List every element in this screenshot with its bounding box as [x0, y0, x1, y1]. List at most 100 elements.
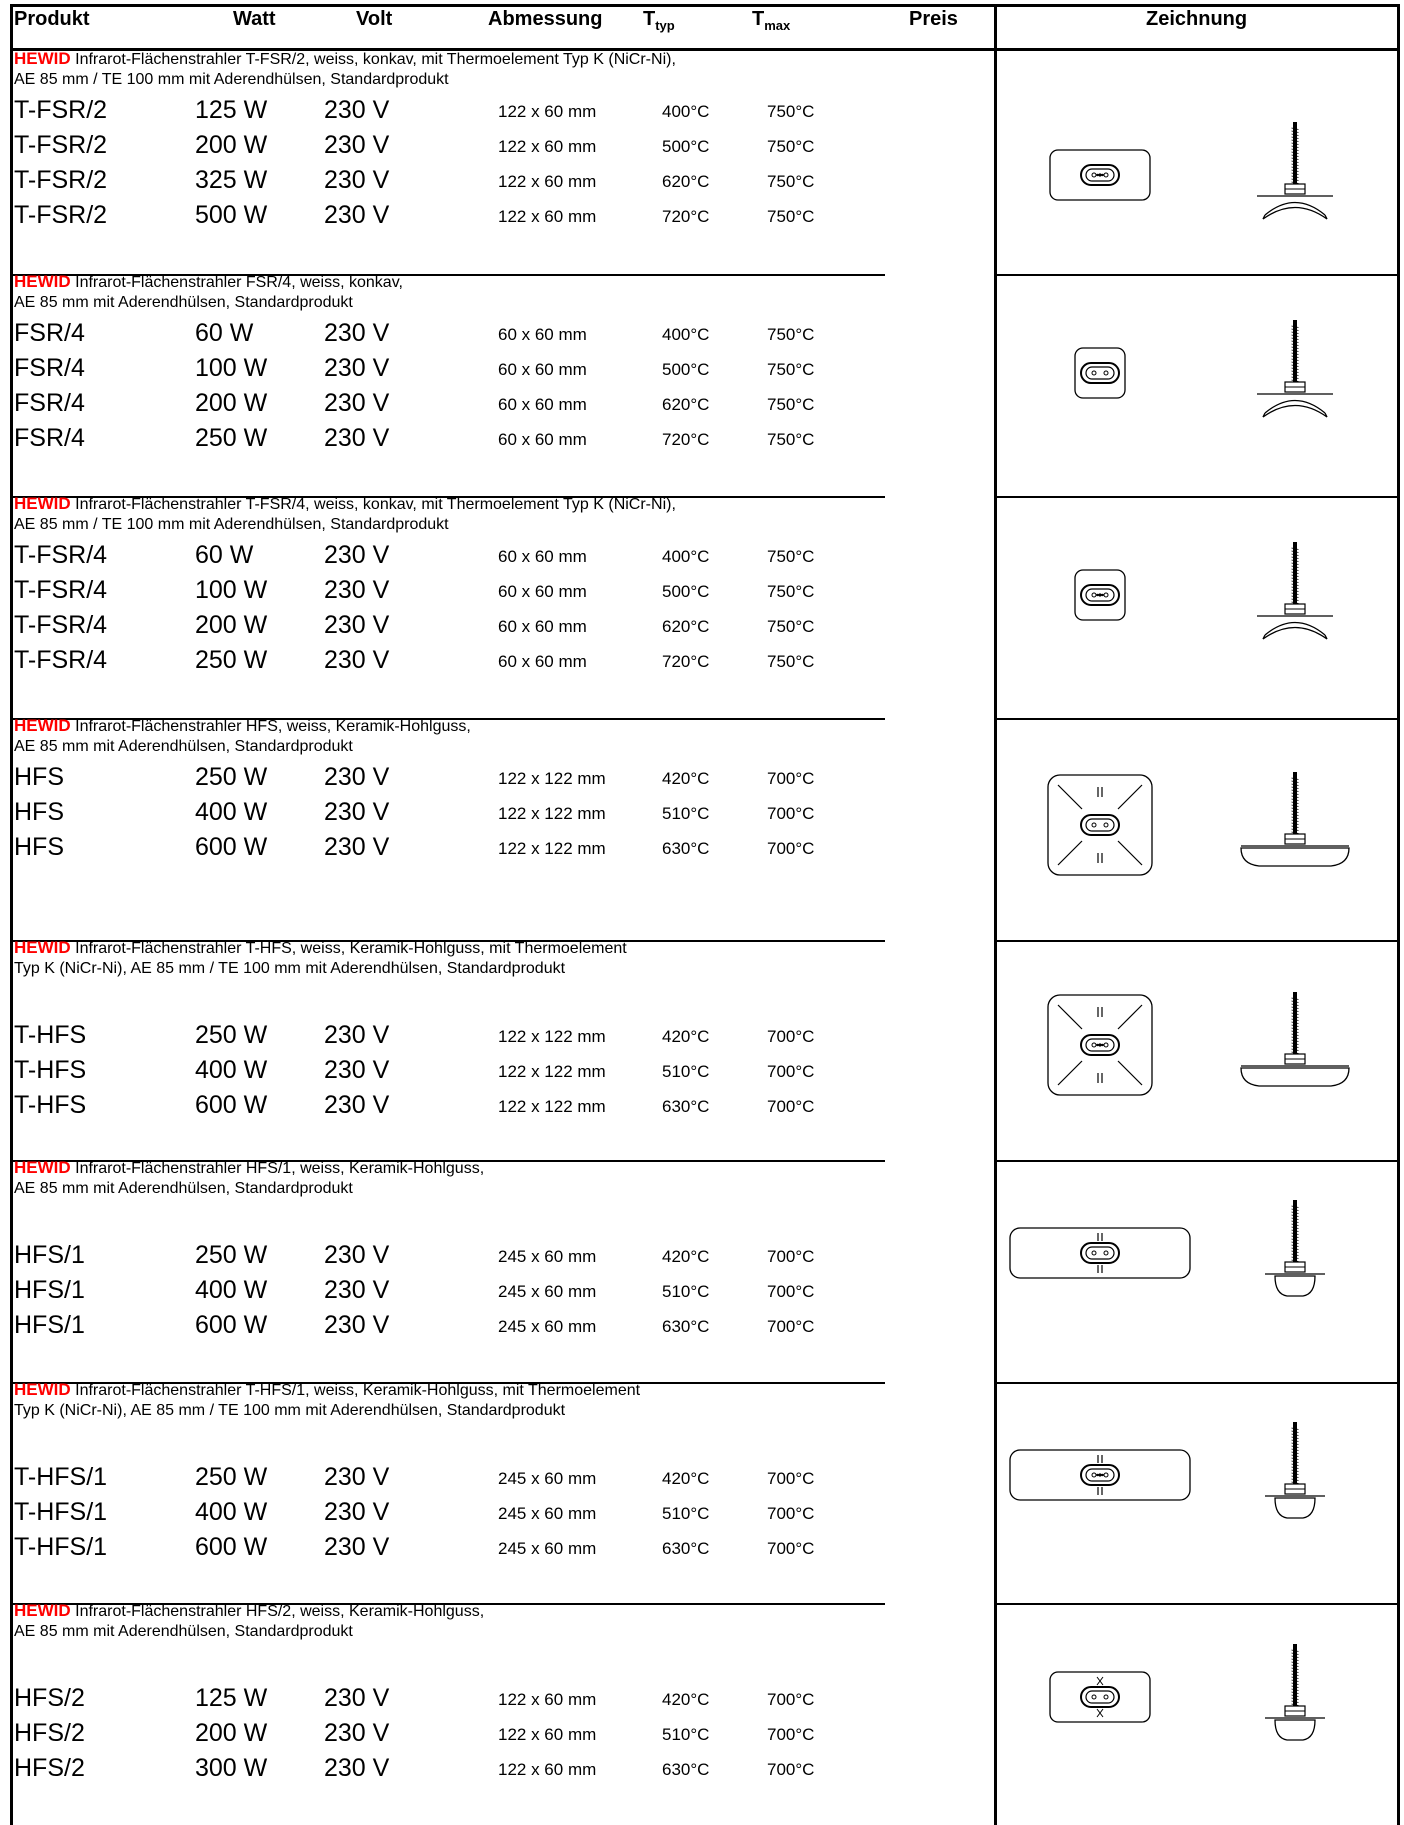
voltage: 230 V	[324, 424, 390, 452]
section-divider	[10, 496, 885, 498]
description-text: Infrarot-Flächenstrahler FSR/4, weiss, k…	[75, 274, 403, 291]
header-divider	[10, 48, 1400, 51]
wattage: 300 W	[195, 1754, 268, 1782]
product-name: T-FSR/2	[14, 166, 108, 194]
table-row: T-HFS/1 400 W 230 V 245 x 60 mm 510°C 700°C	[0, 1498, 994, 1532]
wattage: 400 W	[195, 1056, 268, 1084]
voltage: 230 V	[324, 1021, 390, 1049]
table-row: T-FSR/4 200 W 230 V 60 x 60 mm 620°C 750°C	[0, 611, 994, 645]
wattage: 600 W	[195, 1533, 268, 1561]
table-row: HFS 400 W 230 V 122 x 122 mm 510°C 700°C	[0, 798, 994, 832]
table-top-border	[10, 4, 1400, 7]
dimensions: 122 x 122 mm	[498, 804, 606, 823]
product-name: T-FSR/4	[14, 541, 108, 569]
typical-temperature: 510°C	[662, 1282, 710, 1301]
section-description-line-1: HEWID Infrarot-Flächenstrahler HFS/2, we…	[14, 1601, 484, 1622]
voltage: 230 V	[324, 96, 390, 124]
wattage: 400 W	[195, 1276, 268, 1304]
table-row: T-FSR/4 100 W 230 V 60 x 60 mm 500°C 750°C	[0, 576, 994, 610]
wattage: 325 W	[195, 166, 268, 194]
max-temperature: 700°C	[767, 1247, 815, 1266]
typical-temperature: 400°C	[662, 547, 710, 566]
max-temperature: 700°C	[767, 1469, 815, 1488]
section-description-line-1: HEWID Infrarot-Flächenstrahler FSR/4, we…	[14, 272, 403, 293]
voltage: 230 V	[324, 1311, 390, 1339]
drawing-section-divider	[994, 274, 1400, 276]
max-temperature: 750°C	[767, 547, 815, 566]
section-description-line-1: HEWID Infrarot-Flächenstrahler T-FSR/4, …	[14, 494, 676, 515]
voltage: 230 V	[324, 1091, 390, 1119]
drawing-section-divider	[994, 940, 1400, 942]
wattage: 250 W	[195, 763, 268, 791]
wattage: 600 W	[195, 1091, 268, 1119]
wattage: 100 W	[195, 576, 268, 604]
dimensions: 245 x 60 mm	[498, 1282, 597, 1301]
product-name: FSR/4	[14, 389, 85, 417]
table-row: HFS/1 400 W 230 V 245 x 60 mm 510°C 700°C	[0, 1276, 994, 1310]
max-temperature: 750°C	[767, 652, 815, 671]
typical-temperature: 420°C	[662, 1690, 710, 1709]
table-row: HFS 250 W 230 V 122 x 122 mm 420°C 700°C	[0, 763, 994, 797]
table-row: FSR/4 60 W 230 V 60 x 60 mm 400°C 750°C	[0, 319, 994, 353]
max-temperature: 700°C	[767, 1725, 815, 1744]
header-tmax: Tmax	[752, 8, 790, 33]
dimensions: 122 x 60 mm	[498, 1725, 597, 1744]
drawing-section-divider	[994, 1382, 1400, 1384]
header-preis: Preis	[909, 8, 958, 30]
table-row: T-HFS 600 W 230 V 122 x 122 mm 630°C 700°C	[0, 1091, 994, 1125]
voltage: 230 V	[324, 1056, 390, 1084]
dimensions: 122 x 60 mm	[498, 137, 597, 156]
typical-temperature: 500°C	[662, 360, 710, 379]
typical-temperature: 420°C	[662, 1247, 710, 1266]
square-concave-heater-icon	[1000, 318, 1394, 428]
dimensions: 60 x 60 mm	[498, 617, 587, 636]
product-name: HFS	[14, 833, 64, 861]
product-name: HFS/2	[14, 1684, 85, 1712]
max-temperature: 750°C	[767, 360, 815, 379]
table-left-border	[10, 4, 13, 1825]
voltage: 230 V	[324, 798, 390, 826]
description-text: Infrarot-Flächenstrahler T-HFS/1, weiss,…	[75, 1382, 641, 1399]
section-description-line-2: AE 85 mm mit Aderendhülsen, Standardprod…	[14, 1180, 353, 1197]
voltage: 230 V	[324, 354, 390, 382]
table-row: T-FSR/2 125 W 230 V 122 x 60 mm 400°C 750°C	[0, 96, 994, 130]
drawing-section-divider	[994, 718, 1400, 720]
header-abmessung: Abmessung	[488, 8, 603, 30]
voltage: 230 V	[324, 833, 390, 861]
header-volt: Volt	[356, 8, 393, 30]
section-description-line-1: HEWID Infrarot-Flächenstrahler HFS/1, we…	[14, 1158, 484, 1179]
max-temperature: 700°C	[767, 839, 815, 858]
table-row: FSR/4 250 W 230 V 60 x 60 mm 720°C 750°C	[0, 424, 994, 458]
dimensions: 122 x 60 mm	[498, 1760, 597, 1779]
voltage: 230 V	[324, 646, 390, 674]
product-name: T-HFS/1	[14, 1463, 108, 1491]
table-row: HFS/2 300 W 230 V 122 x 60 mm 630°C 700°C	[0, 1754, 994, 1788]
max-temperature: 750°C	[767, 582, 815, 601]
max-temperature: 750°C	[767, 395, 815, 414]
typical-temperature: 620°C	[662, 617, 710, 636]
product-name: FSR/4	[14, 354, 85, 382]
header-ttyp-main: T	[643, 8, 656, 30]
wattage: 250 W	[195, 1241, 268, 1269]
wattage: 125 W	[195, 96, 268, 124]
voltage: 230 V	[324, 1533, 390, 1561]
table-row: T-HFS/1 600 W 230 V 245 x 60 mm 630°C 700°C	[0, 1533, 994, 1567]
dimensions: 60 x 60 mm	[498, 325, 587, 344]
typical-temperature: 620°C	[662, 395, 710, 414]
product-name: T-HFS	[14, 1091, 87, 1119]
description-text: Infrarot-Flächenstrahler HFS/2, weiss, K…	[75, 1603, 485, 1620]
voltage: 230 V	[324, 576, 390, 604]
wattage: 200 W	[195, 1719, 268, 1747]
typical-temperature: 630°C	[662, 1539, 710, 1558]
max-temperature: 700°C	[767, 1282, 815, 1301]
section-divider	[10, 718, 885, 720]
dimensions: 60 x 60 mm	[498, 395, 587, 414]
max-temperature: 750°C	[767, 617, 815, 636]
hollow-cast-long-heater-with-thermocouple-icon	[1000, 1420, 1394, 1530]
table-row: T-FSR/4 60 W 230 V 60 x 60 mm 400°C 750°C	[0, 541, 994, 575]
section-divider	[10, 1603, 885, 1605]
brand-label: HEWID	[14, 938, 71, 957]
product-name: HFS	[14, 763, 64, 791]
wattage: 200 W	[195, 389, 268, 417]
section-divider	[10, 274, 885, 276]
